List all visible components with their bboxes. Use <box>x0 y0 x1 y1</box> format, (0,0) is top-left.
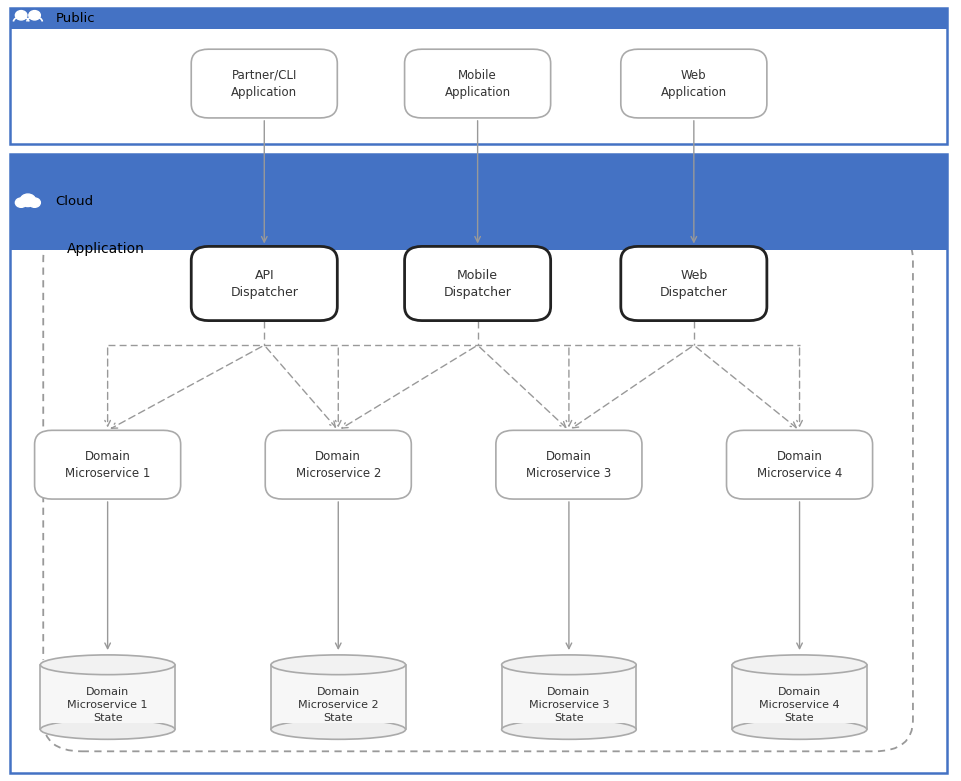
Circle shape <box>15 198 27 207</box>
Circle shape <box>29 198 40 207</box>
Ellipse shape <box>40 655 175 675</box>
Text: API
Dispatcher: API Dispatcher <box>231 269 298 298</box>
FancyBboxPatch shape <box>43 228 913 751</box>
FancyBboxPatch shape <box>10 154 947 250</box>
FancyBboxPatch shape <box>621 49 767 118</box>
Ellipse shape <box>271 719 406 740</box>
Ellipse shape <box>40 719 175 740</box>
FancyBboxPatch shape <box>734 660 865 722</box>
FancyBboxPatch shape <box>502 665 636 729</box>
Ellipse shape <box>732 719 867 740</box>
Text: Domain
Microservice 2
State: Domain Microservice 2 State <box>298 686 379 723</box>
Text: Domain
Microservice 2: Domain Microservice 2 <box>296 450 381 480</box>
Text: Web
Application: Web Application <box>661 69 727 98</box>
Text: Application: Application <box>67 242 145 256</box>
Text: Domain
Microservice 4
State: Domain Microservice 4 State <box>759 686 840 723</box>
FancyBboxPatch shape <box>10 154 947 773</box>
Text: Domain
Microservice 3: Domain Microservice 3 <box>527 450 611 480</box>
FancyBboxPatch shape <box>10 8 947 144</box>
FancyBboxPatch shape <box>42 660 173 722</box>
Ellipse shape <box>502 655 636 675</box>
FancyBboxPatch shape <box>504 660 634 722</box>
FancyBboxPatch shape <box>405 247 551 320</box>
Text: Web
Dispatcher: Web Dispatcher <box>660 269 727 298</box>
FancyBboxPatch shape <box>191 49 337 118</box>
FancyBboxPatch shape <box>496 430 642 499</box>
Circle shape <box>29 11 40 20</box>
Text: Partner/CLI
Application: Partner/CLI Application <box>232 69 297 98</box>
Text: Domain
Microservice 4: Domain Microservice 4 <box>757 450 842 480</box>
Text: Mobile
Dispatcher: Mobile Dispatcher <box>444 269 511 298</box>
Ellipse shape <box>502 719 636 740</box>
Ellipse shape <box>271 655 406 675</box>
Text: Cloud: Cloud <box>56 195 94 209</box>
Text: Public: Public <box>56 12 95 25</box>
FancyBboxPatch shape <box>273 660 404 722</box>
FancyBboxPatch shape <box>265 430 411 499</box>
Ellipse shape <box>732 655 867 675</box>
FancyBboxPatch shape <box>405 49 551 118</box>
FancyBboxPatch shape <box>40 665 175 729</box>
FancyBboxPatch shape <box>727 430 873 499</box>
Text: Domain
Microservice 3
State: Domain Microservice 3 State <box>529 686 609 723</box>
FancyBboxPatch shape <box>35 430 181 499</box>
Text: Domain
Microservice 1: Domain Microservice 1 <box>65 450 150 480</box>
Text: Domain
Microservice 1
State: Domain Microservice 1 State <box>67 686 148 723</box>
FancyBboxPatch shape <box>621 247 767 320</box>
Circle shape <box>20 194 36 206</box>
FancyBboxPatch shape <box>10 8 947 29</box>
Text: Mobile
Application: Mobile Application <box>445 69 510 98</box>
FancyBboxPatch shape <box>191 247 337 320</box>
Circle shape <box>15 11 27 20</box>
FancyBboxPatch shape <box>732 665 867 729</box>
FancyBboxPatch shape <box>271 665 406 729</box>
